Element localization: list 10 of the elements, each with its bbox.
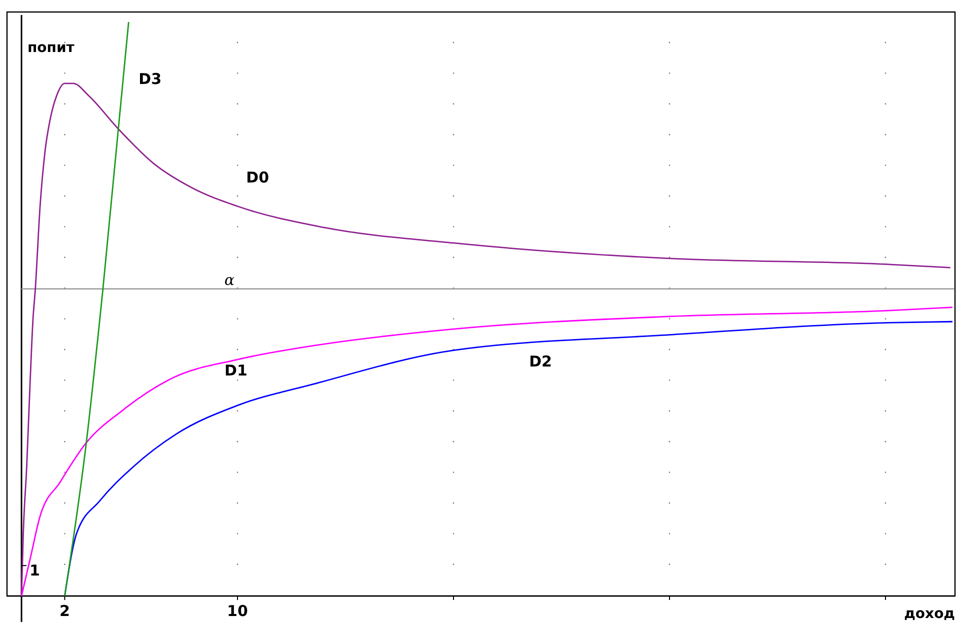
series-label: D3: [138, 70, 162, 88]
series-label: D1: [224, 362, 248, 380]
annotation: 1: [30, 562, 40, 580]
x-tick-label: 2: [59, 602, 70, 620]
x-axis-title: доход: [904, 606, 955, 622]
x-tick-label: 10: [227, 602, 248, 620]
series-label: D2: [529, 352, 552, 370]
y-axis-title: попит: [28, 40, 76, 56]
series-label: D0: [246, 168, 270, 186]
ref-line-label: α: [224, 270, 235, 289]
